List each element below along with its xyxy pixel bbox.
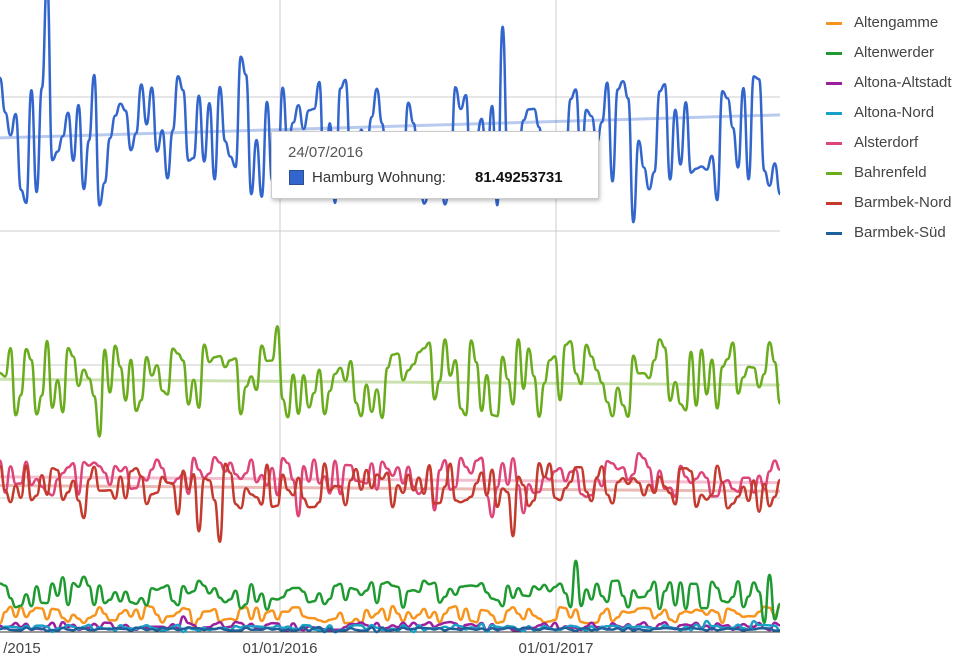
series-line[interactable]: [0, 604, 781, 628]
tooltip: 24/07/2016 Hamburg Wohnung: 81.49253731: [271, 131, 599, 199]
legend-item[interactable]: Barmbek-Süd: [826, 224, 953, 254]
tooltip-value: 81.49253731: [475, 169, 563, 186]
legend-label: Altona-Nord: [854, 104, 935, 121]
legend-item[interactable]: Bahrenfeld: [826, 164, 953, 194]
series-line[interactable]: [0, 462, 782, 544]
series-lines[interactable]: [0, 0, 782, 634]
legend-item[interactable]: Barmbek-Nord: [826, 194, 953, 224]
legend-swatch: [826, 172, 842, 175]
legend-swatch: [826, 232, 842, 235]
x-axis: /2015 01/01/2016 01/01/2017: [3, 640, 593, 657]
tooltip-date: 24/07/2016: [288, 144, 364, 161]
legend-item[interactable]: Altenwerder: [826, 44, 953, 74]
series-line[interactable]: [0, 324, 782, 438]
trend-line: [0, 377, 781, 387]
legend-swatch: [826, 82, 842, 85]
legend-swatch: [826, 22, 842, 25]
legend-item[interactable]: Altengamme: [826, 14, 953, 44]
series-line[interactable]: [0, 559, 782, 625]
chart-grid: [0, 0, 780, 633]
legend-label: Barmbek-Süd: [854, 224, 946, 241]
legend-item[interactable]: Altona-Altstadt: [826, 74, 953, 104]
legend-item[interactable]: Altona-Nord: [826, 104, 953, 134]
legend-swatch: [826, 52, 842, 55]
legend-label: Altenwerder: [854, 44, 935, 61]
series-line[interactable]: [0, 625, 780, 634]
legend-swatch: [826, 112, 842, 115]
legend: Altengamme Altenwerder Altona-Altstadt Alto…: [826, 14, 953, 254]
legend-label: Altona-Altstadt: [854, 74, 952, 91]
legend-label: Alsterdorf: [854, 134, 919, 151]
legend-label: Altengamme: [854, 14, 939, 31]
x-tick-label: /2015: [3, 640, 41, 657]
tooltip-series-name: Hamburg Wohnung:: [312, 169, 446, 186]
tooltip-swatch: [289, 170, 304, 185]
legend-swatch: [826, 202, 842, 205]
legend-label: Barmbek-Nord: [854, 194, 952, 211]
legend-swatch: [826, 142, 842, 145]
x-tick-label: 01/01/2016: [242, 640, 317, 657]
legend-item[interactable]: Alsterdorf: [826, 134, 953, 164]
x-tick-label: 01/01/2017: [518, 640, 593, 657]
trend-line: [0, 113, 781, 140]
legend-label: Bahrenfeld: [854, 164, 927, 181]
series-line[interactable]: [0, 452, 781, 519]
